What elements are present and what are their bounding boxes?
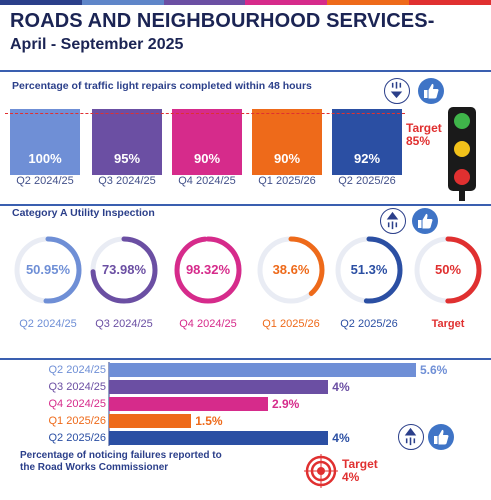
- ring-arc: [90, 236, 158, 304]
- hbar-category-label: Q4 2024/25: [48, 398, 107, 410]
- bar-category-label: Q1 2025/26: [258, 175, 316, 187]
- ring-category-label: Q2 2025/26: [340, 318, 398, 330]
- ring-category-label: Q4 2024/25: [179, 318, 237, 330]
- bar-value-label: 92%: [353, 151, 381, 166]
- thumbs-up-icon: [418, 78, 444, 104]
- bar: [252, 109, 322, 175]
- bar-category-label: Q4 2024/25: [178, 175, 236, 187]
- target-icon: [304, 454, 338, 488]
- noticing-target-value: 4%: [342, 470, 360, 484]
- ring-arc: [414, 236, 482, 304]
- utility-chart-title: Category A Utility Inspection: [12, 207, 155, 219]
- hbar-value-label: 1.5%: [195, 414, 223, 428]
- traffic-light-icon: [448, 107, 476, 201]
- noticing-target-text: Target: [342, 457, 378, 471]
- thumbs-up-icon: [412, 208, 438, 234]
- ring-category-label: Q2 2024/25: [19, 318, 77, 330]
- bar-value-label: 90%: [273, 151, 301, 166]
- ring-arc: [174, 236, 242, 304]
- hbar: [109, 397, 268, 411]
- stripe-segment: [245, 0, 328, 5]
- bar: [10, 109, 80, 175]
- ring-category-label: Target: [431, 318, 465, 330]
- traffic-target-value: 85%: [406, 134, 431, 148]
- noticing-chart-title: Percentage of noticing failures reported…: [20, 450, 222, 474]
- ring-arc: [257, 236, 325, 304]
- bar: [332, 109, 402, 175]
- traffic-target-label: Target 85%: [406, 122, 442, 148]
- noticing-panel: [0, 358, 491, 500]
- thumbs-up-icon: [428, 424, 454, 450]
- utility-panel: [0, 204, 491, 358]
- top-color-stripe: [0, 0, 491, 5]
- ring-value-label: 50.95%: [25, 262, 71, 277]
- hbar-category-label: Q2 2025/26: [48, 432, 107, 444]
- hbar-category-label: Q2 2024/25: [48, 364, 107, 376]
- target-line: [5, 113, 405, 114]
- hbar-value-label: 5.6%: [420, 363, 448, 377]
- ring-category-label: Q3 2024/25: [95, 318, 153, 330]
- bar-value-label: 95%: [113, 151, 141, 166]
- hbar: [109, 431, 329, 445]
- hbar: [109, 380, 329, 394]
- stripe-segment: [409, 0, 491, 5]
- traffic-target-text: Target: [406, 121, 442, 135]
- ring-value-label: 38.6%: [272, 262, 310, 277]
- stripe-segment: [81, 0, 164, 5]
- ring-arc: [335, 236, 403, 304]
- hbar-value-label: 4%: [332, 380, 350, 394]
- traffic-light-panel: [0, 70, 491, 204]
- ring-category-label: Q1 2025/26: [262, 318, 320, 330]
- arrow-up-icon: [380, 208, 406, 234]
- bar: [172, 109, 242, 175]
- ring-value-label: 73.98%: [101, 262, 147, 277]
- bar-value-label: 100%: [28, 151, 62, 166]
- stripe-segment: [163, 0, 246, 5]
- bar-value-label: 90%: [193, 151, 221, 166]
- page-title: ROADS AND NEIGHBOURHOOD SERVICES-: [10, 10, 435, 32]
- stripe-segment: [327, 0, 410, 5]
- ring-arc: [14, 236, 82, 304]
- hbar-category-label: Q1 2025/26: [48, 415, 107, 427]
- bar: [92, 109, 162, 175]
- hbar-value-label: 4%: [332, 431, 350, 445]
- noticing-target-label: Target 4%: [342, 458, 378, 484]
- traffic-light-chart-title: Percentage of traffic light repairs comp…: [12, 80, 312, 92]
- ring-value-label: 50%: [434, 262, 462, 277]
- bar-category-label: Q3 2024/25: [98, 175, 156, 187]
- ring-value-label: 51.3%: [350, 262, 388, 277]
- noticing-title-line-2: the Road Works Commissioner: [20, 462, 169, 473]
- bar-category-label: Q2 2024/25: [16, 175, 74, 187]
- arrow-down-icon: [384, 78, 410, 104]
- hbar-category-label: Q3 2024/25: [48, 381, 107, 393]
- page-subtitle: April - September 2025: [10, 36, 184, 53]
- bar-category-label: Q2 2025/26: [338, 175, 396, 187]
- ring-value-label: 98.32%: [185, 262, 231, 277]
- hbar: [109, 363, 416, 377]
- noticing-title-line-1: Percentage of noticing failures reported…: [20, 450, 222, 461]
- hbar-value-label: 2.9%: [271, 397, 300, 411]
- stripe-segment: [0, 0, 82, 5]
- arrow-up-icon: [398, 424, 424, 450]
- hbar: [109, 414, 192, 428]
